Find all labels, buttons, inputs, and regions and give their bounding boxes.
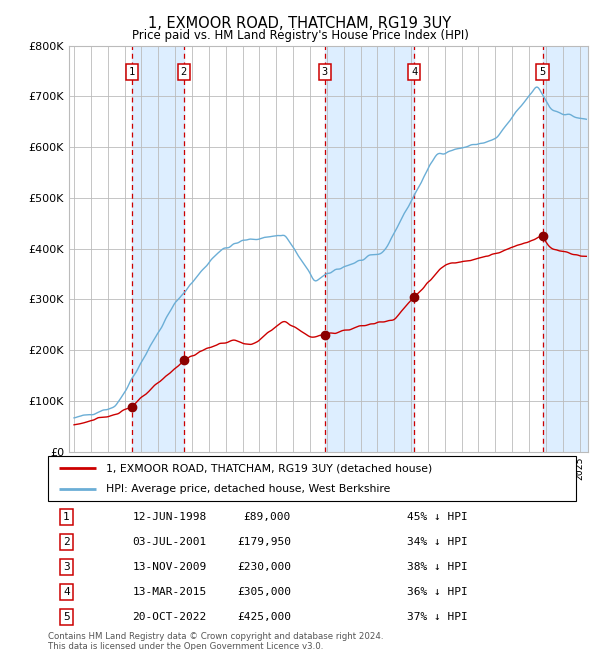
Bar [542,46,588,452]
Text: £89,000: £89,000 [244,512,291,522]
Text: HPI: Average price, detached house, West Berkshire: HPI: Average price, detached house, West… [106,484,391,493]
Text: £425,000: £425,000 [237,612,291,621]
Text: 2: 2 [181,67,187,77]
Text: £179,950: £179,950 [237,537,291,547]
Text: 34% ↓ HPI: 34% ↓ HPI [407,537,468,547]
Bar [325,46,415,452]
Text: Price paid vs. HM Land Registry's House Price Index (HPI): Price paid vs. HM Land Registry's House … [131,29,469,42]
Text: 36% ↓ HPI: 36% ↓ HPI [407,587,468,597]
Text: Contains HM Land Registry data © Crown copyright and database right 2024.
This d: Contains HM Land Registry data © Crown c… [48,632,383,650]
Text: 1, EXMOOR ROAD, THATCHAM, RG19 3UY: 1, EXMOOR ROAD, THATCHAM, RG19 3UY [148,16,452,31]
Text: 13-NOV-2009: 13-NOV-2009 [133,562,207,572]
Text: £230,000: £230,000 [237,562,291,572]
Bar [132,46,184,452]
Text: 03-JUL-2001: 03-JUL-2001 [133,537,207,547]
Text: 13-MAR-2015: 13-MAR-2015 [133,587,207,597]
Text: 5: 5 [63,612,70,621]
Text: 37% ↓ HPI: 37% ↓ HPI [407,612,468,621]
Text: 1: 1 [63,512,70,522]
Text: 5: 5 [539,67,545,77]
Text: 20-OCT-2022: 20-OCT-2022 [133,612,207,621]
Text: 1: 1 [129,67,135,77]
Text: 12-JUN-1998: 12-JUN-1998 [133,512,207,522]
Text: 2: 2 [63,537,70,547]
Text: 4: 4 [63,587,70,597]
Text: 45% ↓ HPI: 45% ↓ HPI [407,512,468,522]
FancyBboxPatch shape [48,456,576,500]
Text: 3: 3 [63,562,70,572]
Text: £305,000: £305,000 [237,587,291,597]
Text: 3: 3 [322,67,328,77]
Text: 4: 4 [412,67,418,77]
Text: 38% ↓ HPI: 38% ↓ HPI [407,562,468,572]
Text: 1, EXMOOR ROAD, THATCHAM, RG19 3UY (detached house): 1, EXMOOR ROAD, THATCHAM, RG19 3UY (deta… [106,463,433,473]
